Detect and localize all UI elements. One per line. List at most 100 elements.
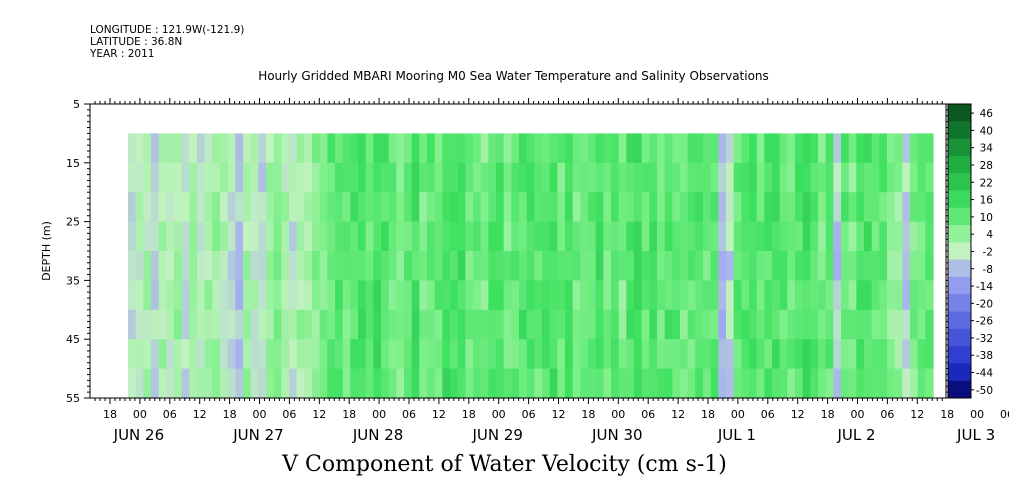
heatmap-cell [741, 162, 750, 193]
heatmap-cell [726, 339, 735, 370]
heatmap-cell [588, 309, 597, 340]
heatmap-cell [894, 251, 903, 281]
heatmap-cell [174, 280, 183, 311]
heatmap-cell [565, 133, 574, 164]
colorbar-label: -32 [976, 333, 993, 345]
heatmap-cell [580, 339, 589, 370]
heatmap-cell [503, 162, 512, 193]
heatmap-cell [335, 251, 344, 281]
heatmap-cell [480, 251, 489, 281]
heatmap-cell [848, 133, 857, 164]
heatmap-cell [319, 309, 328, 340]
heatmap-cell [864, 192, 873, 223]
x-date-label: JUL 1 [717, 426, 756, 444]
x-hour-label: 18 [103, 408, 117, 421]
heatmap-cell [557, 162, 566, 193]
chart-title: Hourly Gridded MBARI Mooring M0 Sea Wate… [258, 69, 769, 83]
heatmap-cell [687, 309, 696, 340]
heatmap-cell [925, 280, 934, 311]
heatmap-cell [381, 251, 390, 281]
heatmap-cell [664, 368, 673, 399]
heatmap-cell [718, 280, 727, 311]
heatmap-cell [910, 251, 919, 281]
heatmap-cell [266, 192, 275, 223]
heatmap-cell [818, 280, 827, 311]
heatmap-cell [158, 192, 167, 223]
heatmap-cell [687, 368, 696, 399]
colorbar-swatch [948, 311, 971, 330]
heatmap-cell [626, 192, 635, 223]
heatmap-cell [672, 162, 681, 193]
heatmap-cell [887, 309, 896, 340]
heatmap-cell [128, 251, 137, 281]
heatmap-cell [634, 162, 643, 193]
heatmap-cell [419, 309, 428, 340]
heatmap-cell [143, 251, 152, 281]
heatmap-cell [174, 251, 183, 281]
heatmap-cell [457, 280, 466, 311]
heatmap-cell [342, 251, 351, 281]
heatmap-cell [917, 221, 926, 252]
heatmap-cell [802, 251, 811, 281]
heatmap-cell [795, 309, 804, 340]
heatmap-cell [672, 192, 681, 223]
heatmap-cell [204, 251, 213, 281]
heatmap-cell [626, 339, 635, 370]
heatmap-cell [473, 221, 482, 252]
heatmap-cell [542, 251, 551, 281]
heatmap-cell [434, 339, 443, 370]
heatmap-cell [772, 280, 781, 311]
heatmap-cell [772, 221, 781, 252]
heatmap-cell [427, 251, 436, 281]
colorbar-label: 4 [986, 229, 993, 241]
heatmap-cell [189, 162, 198, 193]
heatmap-cell [741, 280, 750, 311]
heatmap-cell [258, 162, 267, 193]
heatmap-cell [335, 192, 344, 223]
heatmap-cell [672, 280, 681, 311]
heatmap-cell [365, 162, 374, 193]
heatmap-cell [787, 339, 796, 370]
heatmap-cell [442, 280, 451, 311]
heatmap-cell [542, 339, 551, 370]
heatmap-cell [841, 368, 850, 399]
heatmap-cell [871, 162, 880, 193]
heatmap-cell [250, 251, 259, 281]
heatmap-cell [250, 280, 259, 311]
heatmap-cell [273, 221, 282, 252]
heatmap-cell [128, 309, 137, 340]
heatmap-cell [779, 162, 788, 193]
heatmap-cell [434, 309, 443, 340]
heatmap-field [128, 133, 934, 399]
heatmap-cell [595, 192, 604, 223]
heatmap-cell [649, 221, 658, 252]
heatmap-cell [480, 133, 489, 164]
heatmap-cell [128, 162, 137, 193]
heatmap-cell [404, 309, 413, 340]
heatmap-cell [726, 221, 735, 252]
heatmap-cell [657, 309, 666, 340]
heatmap-cell [687, 162, 696, 193]
heatmap-cell [526, 192, 535, 223]
heatmap-cell [519, 192, 528, 223]
heatmap-cell [411, 162, 420, 193]
heatmap-cell [764, 221, 773, 252]
heatmap-cell [710, 368, 719, 399]
heatmap-cell [266, 368, 275, 399]
heatmap-cell [381, 368, 390, 399]
heatmap-cell [603, 162, 612, 193]
heatmap-cell [189, 339, 198, 370]
heatmap-cell [664, 280, 673, 311]
heatmap-cell [848, 192, 857, 223]
heatmap-cell [411, 192, 420, 223]
heatmap-cell [841, 133, 850, 164]
heatmap-cell [695, 368, 704, 399]
heatmap-cell [871, 133, 880, 164]
y-tick-label: 55 [66, 392, 80, 405]
heatmap-cell [212, 192, 221, 223]
heatmap-cell [618, 368, 627, 399]
heatmap-cell [641, 251, 650, 281]
heatmap-cell [396, 133, 405, 164]
heatmap-cell [174, 368, 183, 399]
heatmap-cell [503, 280, 512, 311]
